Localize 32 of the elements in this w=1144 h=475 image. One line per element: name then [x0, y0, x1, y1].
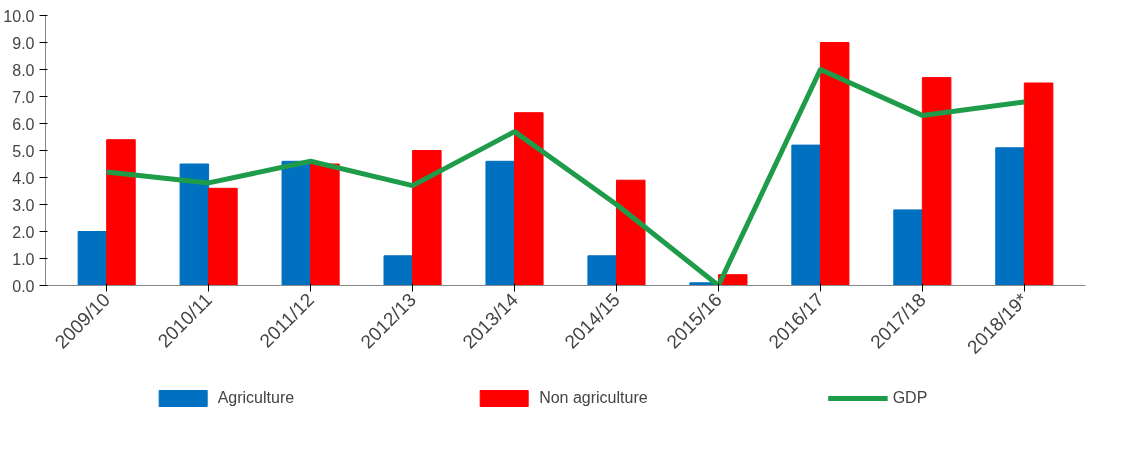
legend-label: Non agriculture	[539, 389, 648, 407]
y-tick-label: 4.0	[12, 169, 35, 187]
bar	[208, 187, 238, 286]
y-tick-label: 6.0	[12, 115, 35, 133]
bar	[485, 160, 516, 286]
bar	[106, 139, 136, 286]
bar	[819, 42, 850, 286]
y-tick-label: 10.0	[3, 7, 35, 25]
bar	[615, 179, 646, 286]
y-tick-label: 8.0	[12, 61, 35, 79]
y-tick-label: 5.0	[12, 142, 35, 160]
legend-label: GDP	[892, 389, 928, 407]
legend-label: Agriculture	[217, 389, 295, 407]
bar	[310, 163, 340, 286]
bar	[412, 150, 442, 286]
bar	[383, 255, 414, 286]
y-tick-label: 7.0	[12, 88, 35, 106]
y-tick-label: 1.0	[12, 250, 35, 268]
bar	[921, 77, 952, 286]
bar	[791, 144, 821, 286]
bar	[587, 255, 617, 286]
y-tick-label: 9.0	[12, 34, 35, 52]
bar	[281, 160, 312, 286]
bar	[995, 147, 1025, 286]
bar	[77, 231, 108, 286]
bar	[514, 112, 544, 286]
y-tick-label: 3.0	[12, 196, 35, 214]
bar	[893, 209, 923, 286]
bar	[179, 163, 210, 286]
y-tick-label: 0.0	[12, 277, 35, 295]
y-tick-label: 2.0	[12, 223, 35, 241]
bar	[1023, 82, 1054, 286]
